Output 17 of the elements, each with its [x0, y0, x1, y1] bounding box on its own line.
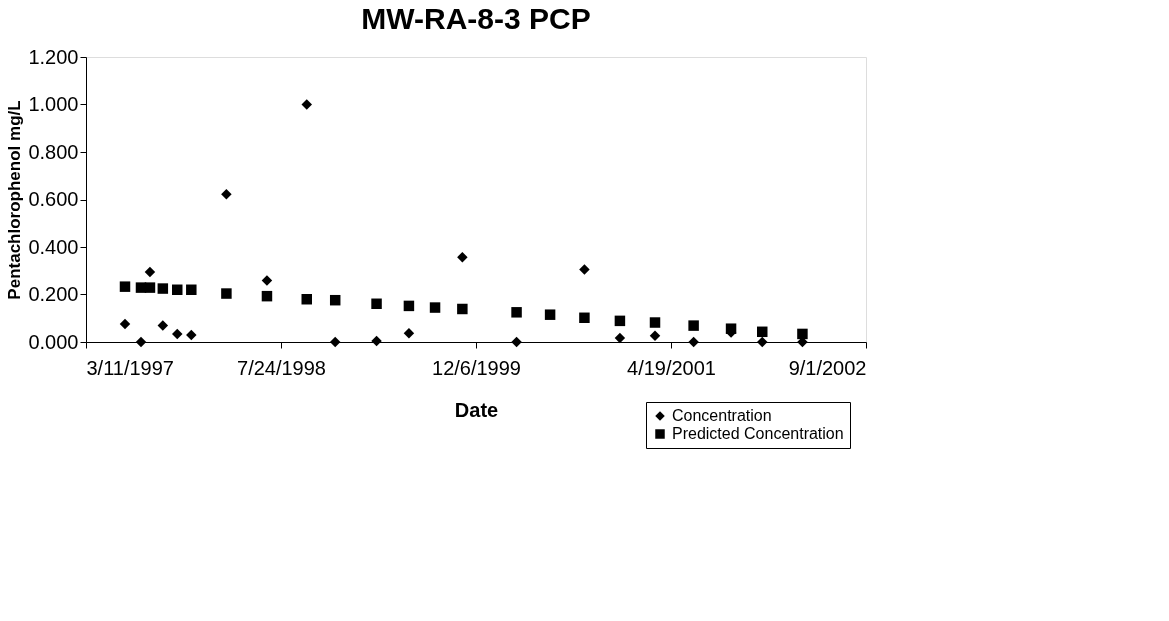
x-axis-title: Date — [454, 398, 499, 421]
x-tick-label: 12/6/1999 — [432, 356, 521, 379]
x-tick-label: 7/24/1998 — [237, 356, 326, 379]
y-tick-label: 0.600 — [28, 188, 79, 210]
y-tick-label: 1.200 — [28, 45, 79, 68]
legend-label: Concentration — [672, 407, 772, 424]
chart-title: MW-RA-8-3 PCP — [361, 2, 591, 35]
y-tick-label: 0.400 — [28, 235, 79, 258]
y-tick-label: 1.000 — [28, 93, 79, 115]
y-tick-label: 0.800 — [28, 140, 79, 163]
x-tick-label: 4/19/2001 — [627, 356, 716, 379]
y-axis-title: Pentachlorophenol mg/L — [5, 100, 25, 300]
legend-label: Predicted Concentration — [672, 425, 844, 442]
x-tick-label: 3/11/1997 — [86, 356, 174, 379]
x-tick-label: 9/1/2002 — [788, 356, 867, 379]
y-tick-label: 0.200 — [28, 283, 79, 305]
y-tick-label: 0.000 — [28, 330, 79, 353]
